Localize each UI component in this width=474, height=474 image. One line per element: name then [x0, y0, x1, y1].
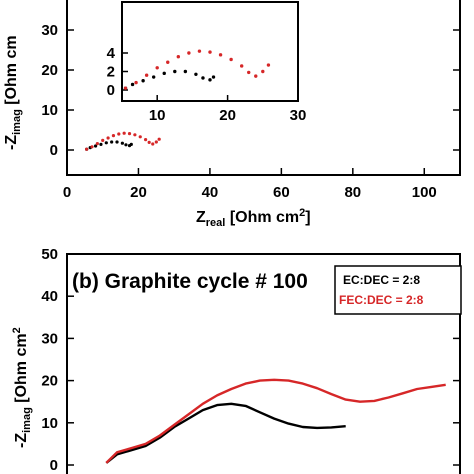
bottom-y-tick-label: 0 [50, 457, 58, 474]
inset-x-tick-label: 30 [290, 107, 307, 124]
top-x-tick-label: 20 [130, 184, 147, 201]
top-point-series-1 [117, 132, 121, 136]
top-point-series-0 [93, 144, 98, 148]
top-point-series-1 [138, 135, 142, 139]
bottom-ylabel: -Zimag [Ohm cm2 [11, 327, 33, 448]
top-point-series-1 [144, 138, 148, 142]
inset-x-tick-label: 20 [219, 107, 236, 124]
top-point-series-0 [115, 140, 119, 144]
inset-point-series-1 [229, 57, 233, 62]
inset-point-series-0 [211, 75, 216, 79]
top-point-series-0 [124, 143, 128, 147]
top-x-tick-label: 0 [63, 184, 71, 201]
top-ylabel: -Zimag [Ohm cm [3, 35, 23, 150]
inset-point-series-1 [239, 64, 244, 68]
bottom-y-tick-label: 50 [41, 246, 58, 263]
top-point-series-1 [85, 147, 89, 151]
inset-point-series-1 [197, 49, 202, 53]
inset-ticks: 10 20 30 02 4 [107, 45, 307, 124]
top-point-series-1 [157, 137, 161, 141]
top-point-series-0 [99, 142, 103, 146]
top-point-series-1 [133, 133, 137, 137]
top-point-series-1 [154, 140, 158, 144]
inset-point-series-0 [201, 76, 205, 80]
inset-point-series-1 [176, 55, 181, 59]
top-y-tick-label: 30 [41, 22, 58, 39]
inset-point-series-1 [187, 51, 191, 55]
legend: EC:DEC = 2:8 FEC:DEC = 2:8 [334, 265, 462, 315]
top-point-series-1 [127, 132, 132, 136]
legend-box [334, 265, 462, 315]
inset-point-series-1 [134, 80, 138, 85]
bottom-y-tick-label: 30 [41, 330, 58, 347]
legend-entry-fec-dec: FEC:DEC = 2:8 [339, 293, 424, 307]
inset-point-series-1 [218, 53, 223, 57]
top-y-tick-label: 0 [50, 142, 58, 159]
top-data-points [85, 131, 161, 151]
inset-point-series-1 [155, 66, 159, 70]
inset-point-series-1 [208, 50, 212, 54]
top-point-series-1 [147, 140, 151, 144]
top-point-series-0 [129, 142, 133, 146]
bottom-series-line-1 [105, 378, 446, 464]
top-x-tick-label: 40 [202, 184, 219, 201]
inset-point-series-0 [194, 72, 198, 76]
top-point-series-0 [120, 141, 124, 145]
bottom-y-tick-label: 40 [41, 288, 58, 305]
inset-point-series-1 [144, 73, 149, 77]
inset-point-series-1 [266, 63, 271, 67]
inset-point-series-1 [123, 86, 128, 90]
inset-point-series-0 [208, 78, 212, 82]
bottom-y-tick-label: 20 [41, 373, 58, 390]
top-point-series-1 [111, 134, 116, 138]
top-point-series-0 [104, 141, 108, 145]
top-point-series-1 [101, 138, 105, 142]
inset-chart: 10 20 30 02 4 [107, 1, 307, 124]
inset-point-series-0 [173, 69, 177, 74]
top-point-series-1 [122, 131, 126, 135]
bottom-panel: 0 10 20 30 40 50 (b) Graphite cycle # 100 -Zi… [11, 246, 462, 474]
top-y-tick-label: 20 [41, 62, 58, 79]
top-point-series-0 [110, 140, 114, 144]
inset-y-tick-label: 4 [107, 45, 116, 62]
bottom-title: (b) Graphite cycle # 100 [72, 270, 308, 293]
bottom-series-line-0 [105, 402, 346, 464]
legend-entry-ec-dec: EC:DEC = 2:8 [343, 273, 420, 287]
inset-data-points [123, 49, 271, 90]
inset-point-series-1 [254, 74, 258, 78]
top-point-series-1 [151, 142, 155, 146]
inset-point-series-0 [151, 75, 156, 79]
inset-x-tick-label: 10 [149, 107, 166, 124]
top-point-series-1 [106, 136, 110, 140]
inset-point-series-0 [141, 79, 145, 83]
inset-point-series-0 [183, 69, 188, 74]
bottom-series-lines [105, 378, 446, 464]
top-x-tick-label: 100 [412, 184, 437, 201]
top-xlabel: Zreal [Ohm cm2] [196, 207, 311, 229]
top-x-tick-label: 80 [344, 184, 361, 201]
inset-point-series-0 [162, 71, 166, 76]
inset-point-series-0 [130, 82, 135, 87]
inset-y-tick-label: 2 [107, 64, 115, 81]
top-plot-frame [66, 0, 461, 176]
bottom-y-tick-label: 10 [41, 415, 58, 432]
inset-y-tick-label: 0 [107, 82, 115, 99]
top-y-tick-label: 10 [41, 102, 58, 119]
top-point-series-1 [95, 142, 99, 146]
inset-point-series-1 [261, 69, 265, 74]
bottom-plot-frame [66, 253, 461, 474]
top-x-tick-label: 60 [273, 184, 290, 201]
top-point-series-1 [90, 145, 94, 149]
inset-point-series-1 [166, 60, 170, 64]
inset-point-series-1 [247, 70, 251, 75]
bottom-ticks: 0 10 20 30 40 50 [41, 246, 460, 474]
